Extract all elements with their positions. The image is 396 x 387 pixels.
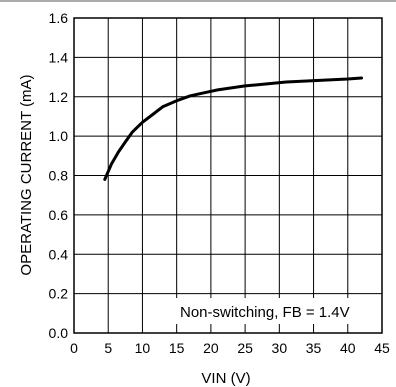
y-tick-label: 1.0 <box>49 128 69 144</box>
y-tick-label: 1.6 <box>49 10 69 26</box>
annotation-box <box>176 298 378 324</box>
x-tick-label: 15 <box>169 340 185 356</box>
x-tick-label: 5 <box>104 340 112 356</box>
y-tick-label: 1.2 <box>49 89 69 105</box>
x-tick-label: 35 <box>306 340 322 356</box>
y-tick-label: 0.6 <box>49 207 69 223</box>
series-line <box>103 76 363 181</box>
x-tick-label: 25 <box>237 340 253 356</box>
annotation-text: Non-switching, FB = 1.4V <box>180 304 350 321</box>
x-tick-label: 20 <box>203 340 219 356</box>
x-tick-label: 40 <box>340 340 356 356</box>
x-axis-title: VIN (V) <box>201 370 250 387</box>
y-tick-label: 0.8 <box>49 168 69 184</box>
y-tick-label: 0.2 <box>49 286 69 302</box>
x-tick-label: 45 <box>374 340 390 356</box>
grid <box>74 18 382 333</box>
plot-frame <box>73 17 383 334</box>
x-tick-label: 30 <box>272 340 288 356</box>
y-tick-label: 0.4 <box>49 246 69 262</box>
y-axis-title: OPERATING CURRENT (mA) <box>18 74 35 275</box>
x-tick-label: 0 <box>70 340 78 356</box>
y-tick-label: 1.4 <box>49 49 69 65</box>
y-tick-label: 0.0 <box>49 325 69 341</box>
x-tick-label: 10 <box>135 340 151 356</box>
